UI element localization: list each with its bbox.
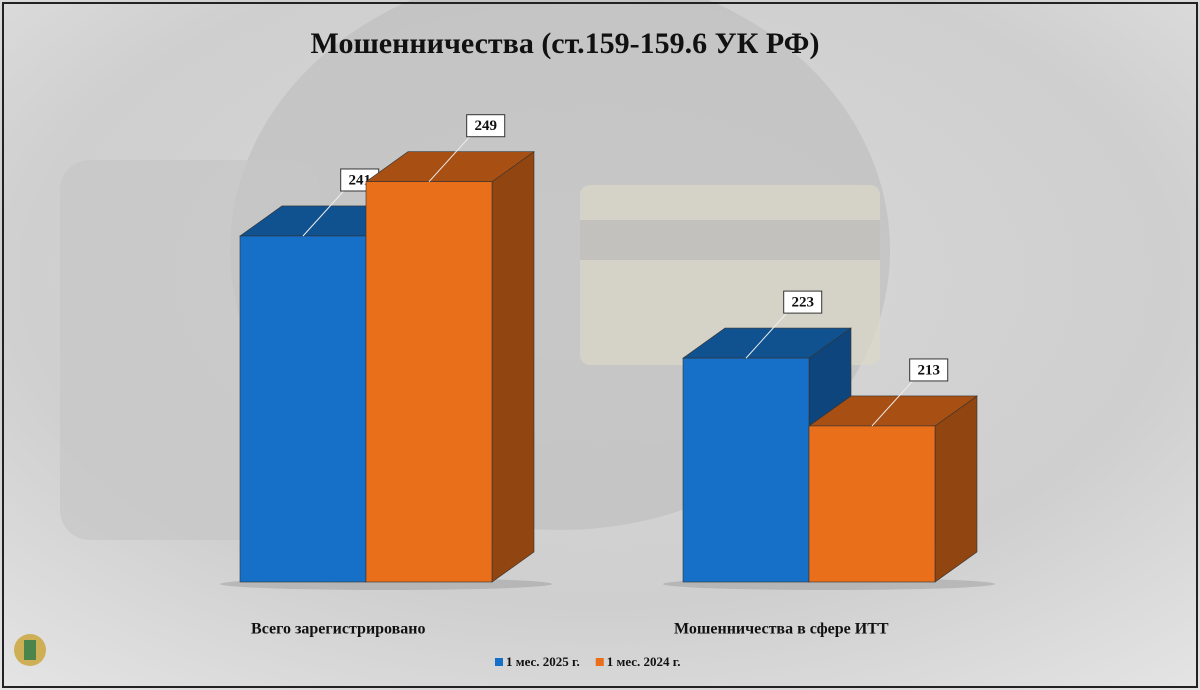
background-card-stripe <box>580 220 880 260</box>
value-label-box <box>783 290 823 314</box>
emblem <box>14 634 46 666</box>
bar-front <box>239 235 367 583</box>
leader-line <box>428 136 471 183</box>
value-label: 249 <box>474 118 497 134</box>
value-label: 223 <box>791 295 814 311</box>
x-tick-label: Мошенничества в сфере ИТТ <box>674 621 889 638</box>
bar <box>365 151 535 583</box>
value-label: 213 <box>917 362 940 378</box>
bar-front <box>365 181 493 583</box>
leader-line <box>302 190 345 237</box>
leader-line <box>871 380 914 427</box>
legend-label: 1 мес. 2025 г. <box>506 654 580 669</box>
x-tick-label: Всего зарегистрировано <box>251 621 425 638</box>
chart-title: Мошенничества (ст.159-159.6 УК РФ) <box>311 27 820 60</box>
bar-front <box>808 425 936 583</box>
bar-front <box>682 357 810 583</box>
legend-swatch <box>495 658 503 666</box>
bar <box>808 395 978 583</box>
bar-side <box>934 395 978 583</box>
value-label-box <box>909 358 949 382</box>
value-label-box <box>466 114 506 138</box>
legend-swatch <box>595 658 604 666</box>
leader-line <box>745 312 788 359</box>
bar-side <box>491 151 535 583</box>
legend-label: 1 мес. 2024 г. <box>607 654 681 669</box>
value-label: 241 <box>348 172 371 188</box>
